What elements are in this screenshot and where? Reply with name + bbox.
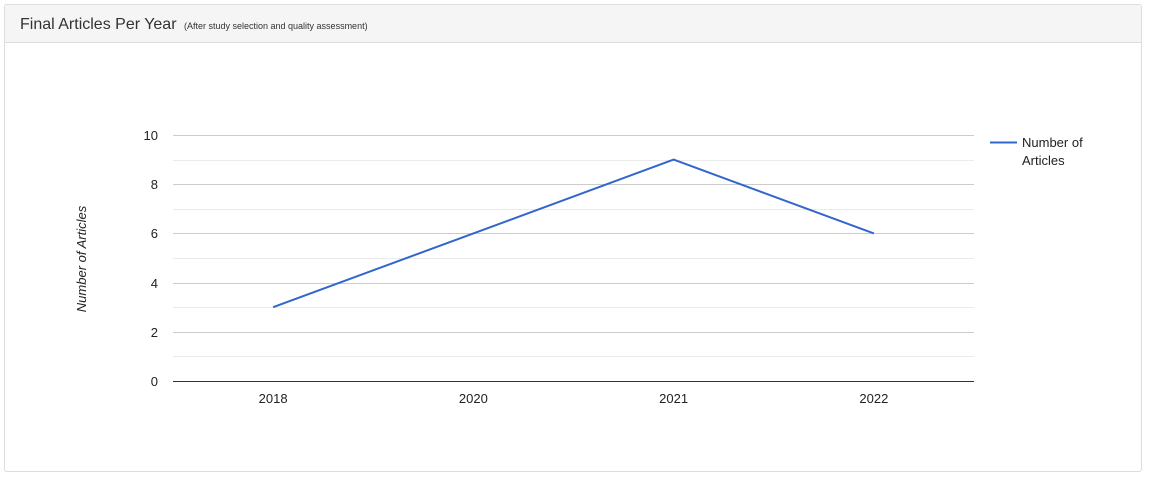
y-axis-label: Number of Articles bbox=[74, 205, 89, 312]
x-tick-label: 2022 bbox=[859, 391, 888, 406]
chart-panel: Final Articles Per Year (After study sel… bbox=[4, 4, 1142, 472]
y-tick-label: 8 bbox=[151, 177, 158, 192]
x-tick-label: 2021 bbox=[659, 391, 688, 406]
x-tick-label: 2020 bbox=[459, 391, 488, 406]
y-tick-label: 4 bbox=[151, 276, 158, 291]
panel-heading: Final Articles Per Year (After study sel… bbox=[5, 5, 1141, 43]
y-tick-label: 2 bbox=[151, 325, 158, 340]
x-tick-label: 2018 bbox=[259, 391, 288, 406]
legend-label: Number of Articles bbox=[1022, 135, 1083, 168]
panel-title: Final Articles Per Year bbox=[20, 16, 177, 33]
y-tick-label: 0 bbox=[151, 374, 158, 389]
y-tick-label: 6 bbox=[151, 226, 158, 241]
y-tick-label: 10 bbox=[144, 128, 158, 143]
series-line bbox=[272, 158, 875, 309]
panel-subtitle: (After study selection and quality asses… bbox=[183, 21, 368, 31]
